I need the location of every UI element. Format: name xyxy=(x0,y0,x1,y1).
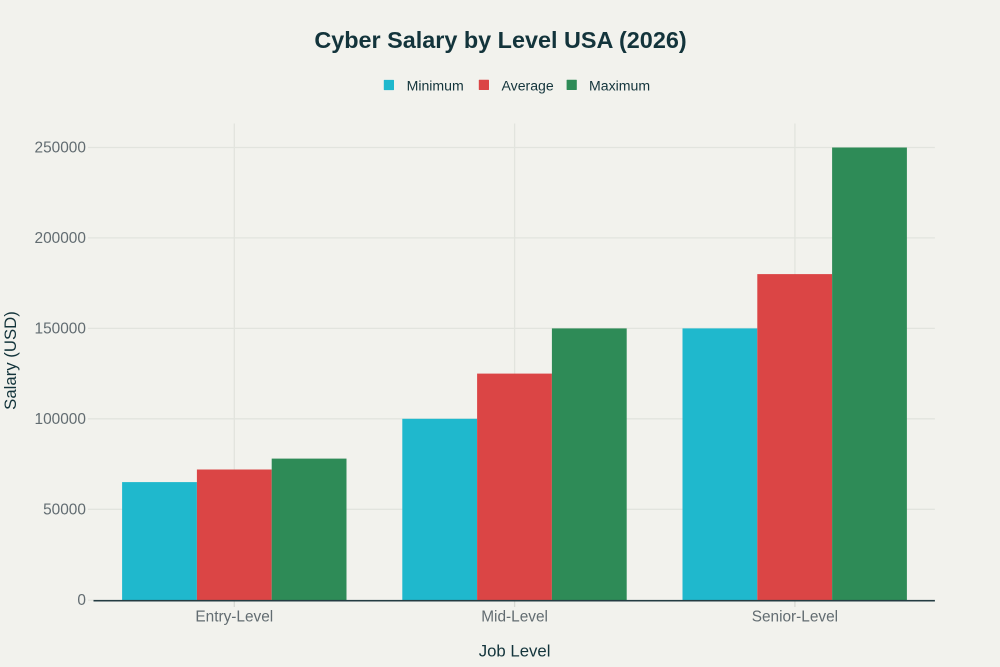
svg-text:Job Level: Job Level xyxy=(479,642,551,661)
svg-text:Maximum: Maximum xyxy=(589,78,650,94)
svg-text:150000: 150000 xyxy=(35,320,86,337)
svg-text:0: 0 xyxy=(77,592,86,609)
svg-text:Entry-Level: Entry-Level xyxy=(195,608,273,625)
svg-text:50000: 50000 xyxy=(43,501,86,518)
svg-text:Minimum: Minimum xyxy=(407,78,464,94)
svg-text:250000: 250000 xyxy=(35,140,86,157)
svg-text:200000: 200000 xyxy=(35,230,86,247)
svg-text:100000: 100000 xyxy=(35,411,86,428)
svg-text:Average: Average xyxy=(502,78,554,94)
svg-text:Cyber Salary by Level USA (202: Cyber Salary by Level USA (2026) xyxy=(314,27,686,53)
svg-text:Mid-Level: Mid-Level xyxy=(481,608,548,625)
svg-text:Senior-Level: Senior-Level xyxy=(752,608,838,625)
svg-text:Salary (USD): Salary (USD) xyxy=(1,311,20,410)
